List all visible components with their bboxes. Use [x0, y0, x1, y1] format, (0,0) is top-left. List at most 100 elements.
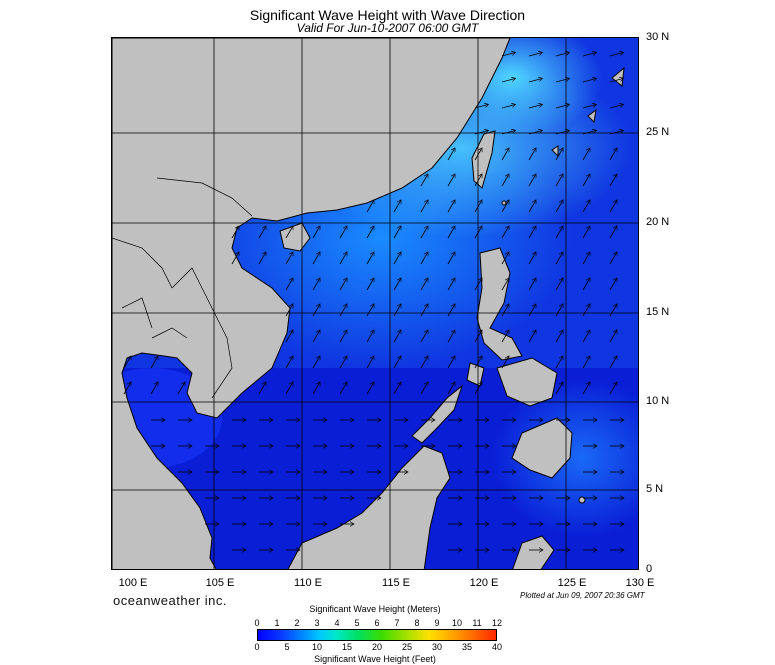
- lon-label-125e: 125 E: [557, 577, 587, 589]
- wave-arrow: [393, 356, 401, 369]
- wave-arrow: [366, 226, 374, 239]
- wave-arrow: [420, 200, 428, 213]
- legend-tick-meters: 5: [354, 618, 360, 628]
- wave-arrow: [312, 278, 320, 291]
- wave-arrow: [231, 252, 239, 265]
- wave-arrow: [582, 252, 590, 265]
- wave-arrow: [582, 330, 590, 343]
- wave-arrow: [555, 382, 563, 395]
- wave-arrow: [447, 252, 455, 265]
- wave-arrow: [258, 252, 266, 265]
- wave-arrow: [474, 226, 482, 239]
- wave-arrow: [447, 148, 455, 161]
- legend-tick-meters: 7: [394, 618, 400, 628]
- wave-arrow: [609, 148, 617, 161]
- wave-arrow: [447, 330, 455, 343]
- wave-arrow: [123, 356, 131, 369]
- wave-arrow: [528, 252, 536, 265]
- wave-arrow: [366, 252, 374, 265]
- map-valid-time: Valid For Jun-10-2007 06:00 GMT: [296, 21, 479, 35]
- wave-arrow: [312, 356, 320, 369]
- wave-arrow: [393, 304, 401, 317]
- wave-arrow: [474, 330, 482, 343]
- wave-arrow: [420, 304, 428, 317]
- wave-arrow: [555, 304, 563, 317]
- lon-label-110e: 110 E: [294, 577, 322, 589]
- lat-label-15n: 15 N: [646, 306, 670, 318]
- wave-arrow: [366, 278, 374, 291]
- wave-arrow: [528, 278, 536, 291]
- wave-arrow: [123, 382, 131, 395]
- lat-label-25n: 25 N: [646, 126, 670, 138]
- lon-label-115e: 115 E: [382, 577, 410, 589]
- wave-arrow: [555, 226, 563, 239]
- wave-arrow: [366, 200, 374, 213]
- wave-arrow: [501, 226, 509, 239]
- palawan: [411, 384, 464, 444]
- wave-arrow: [528, 200, 536, 213]
- oceanweather-logo: oceanweather inc.: [113, 593, 228, 608]
- wave-arrow: [555, 52, 570, 57]
- wave-arrow: [582, 130, 597, 135]
- wave-arrow: [555, 78, 570, 83]
- wave-arrow: [501, 148, 509, 161]
- wave-arrow: [609, 382, 617, 395]
- wave-arrow: [312, 330, 320, 343]
- lat-label-5n: 5 N: [646, 483, 664, 495]
- wave-arrow: [555, 252, 563, 265]
- wave-arrow: [150, 356, 158, 369]
- asia-mainland: [112, 38, 511, 569]
- wave-arrow: [366, 382, 374, 395]
- wave-arrow: [582, 104, 597, 109]
- wave-arrow: [609, 226, 617, 239]
- map-title: Significant Wave Height with Wave Direct…: [249, 7, 526, 23]
- wave-arrow: [285, 304, 293, 317]
- wave-arrow: [339, 382, 347, 395]
- wave-arrow: [339, 304, 347, 317]
- wave-arrow: [285, 382, 293, 395]
- wave-arrow: [447, 200, 455, 213]
- wave-arrow: [555, 330, 563, 343]
- wave-arrow: [501, 78, 516, 83]
- wave-arrow: [474, 104, 489, 109]
- legend-tick-meters: 8: [414, 618, 420, 628]
- legend-ticks-feet: 0 5 10 15 20 25 30 35 40: [254, 642, 502, 654]
- wave-arrow: [582, 200, 590, 213]
- wave-arrow: [312, 252, 320, 265]
- wave-arrow: [420, 356, 428, 369]
- wave-arrow: [582, 278, 590, 291]
- wave-arrow: [393, 200, 401, 213]
- wave-arrow: [501, 356, 509, 369]
- wave-arrow: [150, 382, 158, 395]
- wave-arrow: [528, 226, 536, 239]
- wave-arrow: [609, 278, 617, 291]
- wave-arrow: [582, 304, 590, 317]
- legend-tick-meters: 0: [254, 618, 260, 628]
- wave-arrow: [258, 226, 266, 239]
- wave-arrow: [447, 278, 455, 291]
- wave-arrow: [582, 226, 590, 239]
- wave-arrow: [609, 130, 624, 135]
- wave-arrow: [528, 104, 543, 109]
- wave-arrow: [555, 174, 563, 187]
- wave-arrow: [501, 200, 509, 213]
- wave-arrow: [528, 304, 536, 317]
- legend-tick-meters: 1: [274, 618, 280, 628]
- lat-lon-grid: [112, 38, 638, 569]
- lon-label-130e: 130 E: [625, 577, 655, 589]
- wave-arrow: [501, 52, 516, 57]
- legend-tick-meters: 3: [314, 618, 320, 628]
- wave-arrow: [528, 78, 543, 83]
- wave-arrow: [609, 52, 624, 57]
- wave-arrow: [582, 356, 590, 369]
- wave-arrow: [609, 174, 617, 187]
- wave-arrow: [474, 148, 482, 161]
- mindanao: [511, 417, 573, 479]
- legend-title-meters: Significant Wave Height (Meters): [309, 604, 441, 614]
- wave-arrow: [339, 252, 347, 265]
- wave-arrow: [501, 174, 509, 187]
- wave-arrow: [339, 278, 347, 291]
- legend-title-feet: Significant Wave Height (Feet): [314, 654, 436, 664]
- wave-arrow: [393, 278, 401, 291]
- wave-arrow: [582, 148, 590, 161]
